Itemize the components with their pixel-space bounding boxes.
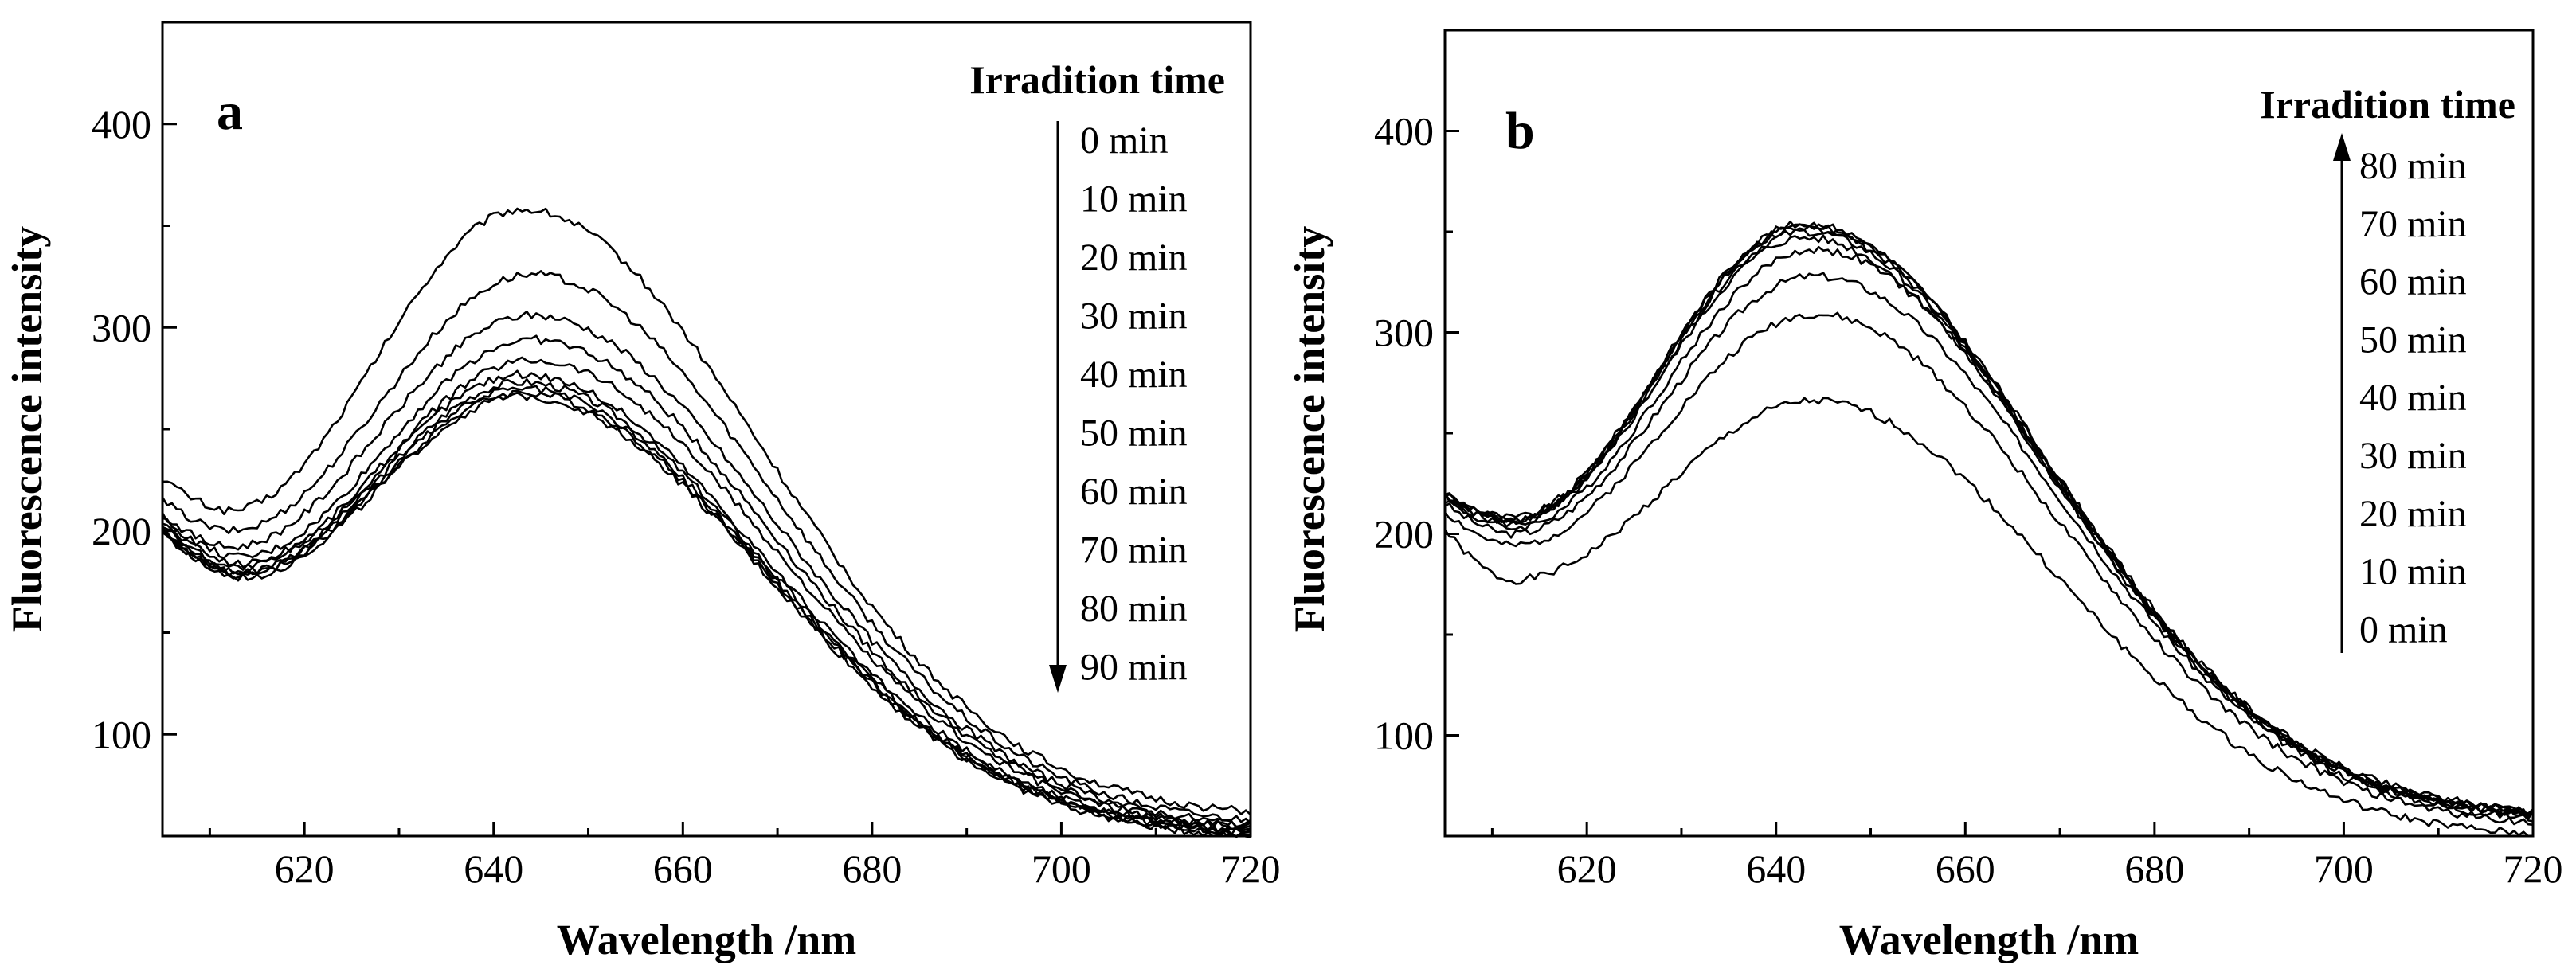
x-tick-label: 620 xyxy=(1557,846,1617,891)
legend-item: 40 min xyxy=(1080,354,1188,396)
spectrum-line xyxy=(162,207,1251,816)
legend-arrow-head-down xyxy=(1049,665,1067,693)
legend-item: 20 min xyxy=(1080,236,1188,279)
legend-item: 90 min xyxy=(1080,647,1188,689)
legend-item: 30 min xyxy=(2359,435,2467,477)
legend-item: 60 min xyxy=(2359,261,2467,303)
legend-item: 40 min xyxy=(2359,377,2467,419)
legend-items: 0 min 10 min 20 min 30 min 40 min 50 min 60 mi… xyxy=(1080,119,1188,689)
legend-item: 0 min xyxy=(2359,608,2448,651)
x-tick-label: 660 xyxy=(653,846,713,891)
spectrum-line xyxy=(1443,397,2534,838)
spectrum-line xyxy=(162,369,1251,833)
x-tick-label: 700 xyxy=(1032,846,1091,891)
y-tick-label: 300 xyxy=(92,305,151,350)
x-tick-label: 720 xyxy=(2504,846,2563,891)
y-tick-label: 200 xyxy=(92,509,151,553)
panel-label: a xyxy=(217,83,243,141)
y-tick-label: 300 xyxy=(1374,311,1434,355)
y-tick-label: 400 xyxy=(1374,109,1434,154)
y-ticks: 100 200 300 400 xyxy=(1374,29,1459,838)
x-axis-label: Wavelength /nm xyxy=(1839,916,2139,963)
panel-label: b xyxy=(1505,102,1535,160)
legend-item: 10 min xyxy=(1080,178,1188,221)
legend-title: Irradition time xyxy=(969,57,1225,102)
y-tick-label: 200 xyxy=(1374,512,1434,557)
x-tick-label: 720 xyxy=(1221,846,1281,891)
x-axis-label: Wavelength /nm xyxy=(557,916,857,963)
legend-item: 20 min xyxy=(2359,493,2467,535)
x-ticks: 620 640 660 680 700 720 xyxy=(208,822,1281,891)
y-tick-label: 100 xyxy=(1374,713,1434,758)
spectra xyxy=(161,207,1251,838)
spectrum-line xyxy=(162,356,1251,830)
legend-item: 50 min xyxy=(1080,412,1188,455)
legend-item: 30 min xyxy=(1080,295,1188,338)
legend-item: 80 min xyxy=(2359,145,2467,187)
spectrum-line xyxy=(161,311,1251,828)
spectrum-line xyxy=(1443,311,2534,826)
spectra xyxy=(1443,221,2535,838)
y-axis-label: Fluorescence intensity xyxy=(3,226,51,632)
legend-items: 80 min 70 min 60 min 50 min 40 min 30 min 20 m… xyxy=(2359,145,2467,651)
legend-item: 80 min xyxy=(1080,588,1188,630)
spectrum-line xyxy=(1444,272,2534,823)
x-ticks: 620 640 660 680 700 720 xyxy=(1490,822,2563,891)
spectrum-line xyxy=(162,334,1251,829)
spectrum-line xyxy=(161,270,1251,825)
spectrum-line xyxy=(162,392,1251,838)
x-tick-label: 700 xyxy=(2314,846,2374,891)
legend-item: 50 min xyxy=(2359,319,2467,361)
legend-item: 60 min xyxy=(1080,471,1188,513)
spectrum-line xyxy=(1444,221,2534,815)
x-tick-label: 640 xyxy=(1746,846,1806,891)
y-tick-label: 100 xyxy=(92,712,151,756)
legend-item: 70 min xyxy=(1080,530,1188,572)
legend-arrow-head-up xyxy=(2333,133,2351,161)
y-tick-label: 400 xyxy=(92,102,151,147)
x-tick-label: 660 xyxy=(1936,846,1995,891)
legend-item: 0 min xyxy=(1080,119,1169,162)
x-tick-label: 620 xyxy=(275,846,335,891)
y-axis-label: Fluorescence intensity xyxy=(1286,226,1333,632)
legend-title: Irradition time xyxy=(2260,82,2515,127)
y-ticks: 100 200 300 400 xyxy=(92,21,177,838)
legend-item: 10 min xyxy=(2359,551,2467,593)
panel-b: 620 640 660 680 700 720 100 200 300 400 Waveleng… xyxy=(1286,29,2563,963)
legend-item: 70 min xyxy=(2359,203,2467,245)
x-tick-label: 680 xyxy=(842,846,902,891)
x-tick-label: 640 xyxy=(464,846,523,891)
panel-a: 620 640 660 680 700 720 100 200 300 400 Waveleng… xyxy=(3,21,1281,963)
x-tick-label: 680 xyxy=(2124,846,2184,891)
